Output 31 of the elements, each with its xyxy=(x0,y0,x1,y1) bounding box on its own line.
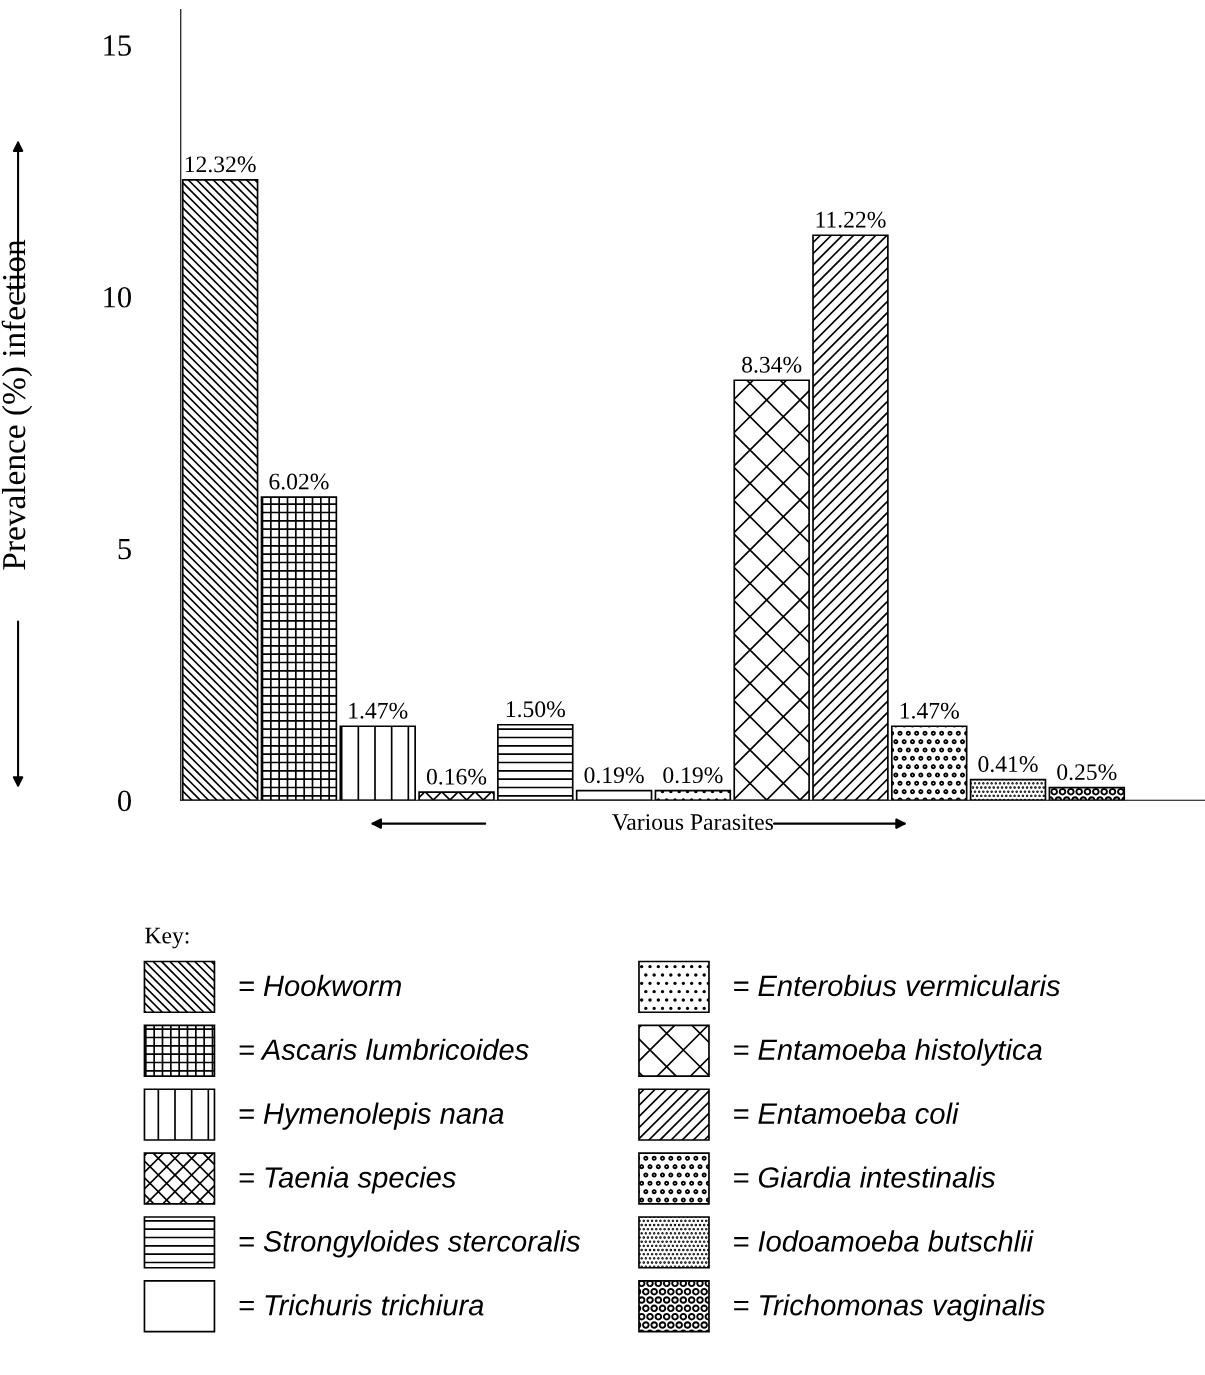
legend-label: = Taenia species xyxy=(239,1166,456,1194)
data-label: 6.02% xyxy=(269,473,329,490)
legend-label: = Iodoamoeba butschlii xyxy=(734,1230,1034,1252)
legend-label: = Trichuris trichiura xyxy=(239,1294,484,1316)
data-label: 0.41% xyxy=(978,756,1038,773)
legend-label: = Giardia intestinalis xyxy=(734,1166,996,1188)
legend-label: = Enterobius vermicularis xyxy=(734,974,1060,997)
data-label: 1.47% xyxy=(349,702,408,719)
y-axis-title: Prevalence (%) infection xyxy=(1,239,33,570)
legend-label: = Entamoeba histolytica xyxy=(734,1038,1042,1066)
y-tick-label: 0 xyxy=(118,790,131,812)
legend-label: = Ascaris lumbricoides xyxy=(239,1038,529,1061)
x-axis-title: Various Parasites xyxy=(612,814,773,831)
legend-title: Key: xyxy=(145,927,189,949)
data-label: 11.22% xyxy=(816,211,886,228)
data-label: 1.50% xyxy=(506,701,565,718)
data-label: 1.47% xyxy=(900,702,959,719)
data-label: 0.25% xyxy=(1057,764,1117,781)
legend-label: = Trichomonas vaginalis xyxy=(734,1294,1045,1322)
data-label: 8.34% xyxy=(742,356,802,373)
legend-label: = Strongyloides stercoralis xyxy=(239,1230,581,1258)
data-label: 0.19% xyxy=(584,767,644,784)
y-tick-label: 15 xyxy=(104,35,131,56)
data-label: 0.16% xyxy=(426,768,487,785)
legend-label: = Hymenolepis nana xyxy=(239,1102,504,1130)
data-label: 12.32% xyxy=(185,156,256,173)
y-tick-label: 5 xyxy=(118,539,131,560)
legend-label: = Entamoeba coli xyxy=(734,1102,960,1124)
legend-label: = Hookworm xyxy=(239,974,401,997)
data-label: 0.19% xyxy=(663,767,723,784)
y-tick-label: 10 xyxy=(104,286,131,308)
